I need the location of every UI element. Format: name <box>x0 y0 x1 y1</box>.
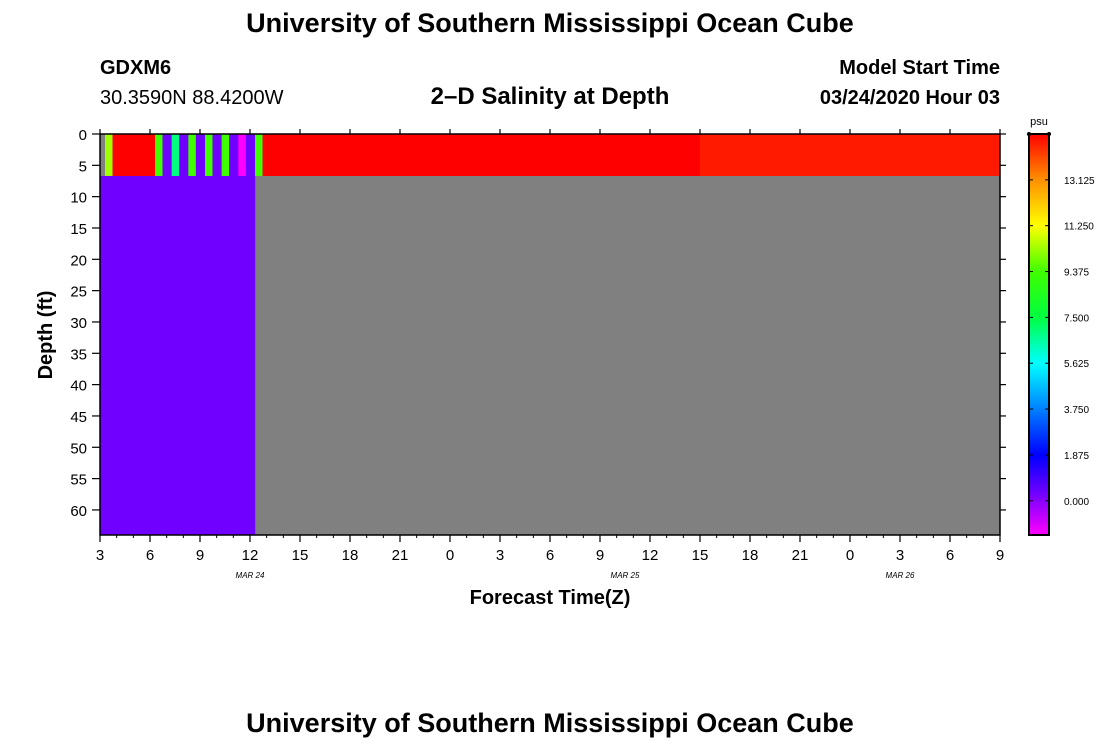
x-tick-label: 21 <box>792 547 809 564</box>
salinity-cell <box>100 134 106 176</box>
x-tick-label: 18 <box>342 547 359 564</box>
x-tick-label: 6 <box>946 547 954 564</box>
salinity-cell <box>179 134 189 176</box>
salinity-cell <box>700 134 1001 176</box>
x-tick-label: 18 <box>742 547 759 564</box>
colorbar-unit: psu <box>1030 116 1048 128</box>
colorbar: psu 0.000 1.875 3.750 5.625 7.500 9.375 11.250 1… <box>1027 116 1095 536</box>
x-tick-label: 0 <box>846 547 854 564</box>
x-date-label: MAR 26 <box>886 571 915 580</box>
y-tick-label: 5 <box>79 158 87 175</box>
x-tick-label: 15 <box>292 547 309 564</box>
y-tick-label: 35 <box>70 346 87 363</box>
x-tick-label: 9 <box>196 547 204 564</box>
colorbar-tick-label: 11.250 <box>1064 222 1094 233</box>
colorbar-tick-label: 1.875 <box>1064 451 1089 462</box>
x-tick-label: 3 <box>896 547 904 564</box>
colorbar-corner <box>1027 132 1031 136</box>
axes: 3 6 9 12 15 18 21 0 3 6 9 12 15 18 21 0 3 6 9 MAR 24 MAR 25 M… <box>70 127 1006 580</box>
y-tick-label: 40 <box>70 378 87 395</box>
top-title: University of Southern Mississippi Ocean… <box>246 8 854 38</box>
y-tick-label: 0 <box>79 127 87 144</box>
salinity-cell <box>212 134 222 176</box>
y-tick-label: 25 <box>70 284 87 301</box>
colorbar-tick-label: 0.000 <box>1064 497 1089 508</box>
x-tick-label: 0 <box>446 547 454 564</box>
plot-cells <box>100 134 1001 536</box>
x-date-label: MAR 25 <box>611 571 640 580</box>
y-tick-label: 45 <box>70 409 87 426</box>
x-tick-label: 3 <box>96 547 104 564</box>
y-tick-label: 60 <box>70 503 87 520</box>
x-tick-label: 3 <box>496 547 504 564</box>
colorbar-tick-label: 3.750 <box>1064 405 1089 416</box>
salinity-cell <box>100 175 256 536</box>
colorbar-tick-label: 7.500 <box>1064 313 1089 324</box>
x-tick-label: 12 <box>242 547 259 564</box>
salinity-cell <box>112 134 156 176</box>
model-start-value: 03/24/2020 Hour 03 <box>819 87 1000 109</box>
bottom-title: University of Southern Mississippi Ocean… <box>246 708 854 738</box>
model-start-label: Model Start Time <box>839 57 1000 79</box>
y-tick-label: 50 <box>70 440 87 457</box>
x-tick-label: 21 <box>392 547 409 564</box>
y-tick-label: 15 <box>70 221 87 238</box>
x-tick-label: 15 <box>692 547 709 564</box>
salinity-cell <box>162 134 172 176</box>
colorbar-gradient <box>1028 133 1050 536</box>
x-tick-label: 9 <box>596 547 604 564</box>
x-tick-label: 9 <box>996 547 1004 564</box>
y-axis-label: Depth (ft) <box>35 291 57 380</box>
salinity-cell <box>221 134 230 176</box>
y-tick-label: 30 <box>70 315 87 332</box>
salinity-cell <box>229 134 239 176</box>
chart-subtitle: 2–D Salinity at Depth <box>430 83 670 110</box>
colorbar-tick-label: 5.625 <box>1064 359 1089 370</box>
salinity-cell <box>155 134 163 176</box>
x-tick-label: 6 <box>146 547 154 564</box>
x-tick-label: 6 <box>546 547 554 564</box>
salinity-cell <box>195 134 206 176</box>
salinity-cell <box>255 134 263 176</box>
salinity-cell <box>105 134 113 176</box>
y-tick-label: 20 <box>70 252 87 269</box>
station-id: GDXM6 <box>100 57 172 79</box>
y-tick-label: 10 <box>70 190 87 207</box>
x-date-label: MAR 24 <box>236 571 265 580</box>
salinity-cell <box>245 134 256 176</box>
salinity-cell <box>238 134 247 176</box>
colorbar-tick-label: 13.125 <box>1064 176 1095 187</box>
salinity-cell <box>171 134 180 176</box>
salinity-cell <box>188 134 197 176</box>
station-coordinates: 30.3590N 88.4200W <box>100 87 284 109</box>
salinity-cell <box>205 134 213 176</box>
x-axis-label: Forecast Time(Z) <box>470 587 631 609</box>
salinity-cell <box>262 134 701 176</box>
colorbar-tick-label: 9.375 <box>1064 268 1089 279</box>
colorbar-corner <box>1047 132 1051 136</box>
y-tick-label: 55 <box>70 472 87 489</box>
x-tick-label: 12 <box>642 547 659 564</box>
